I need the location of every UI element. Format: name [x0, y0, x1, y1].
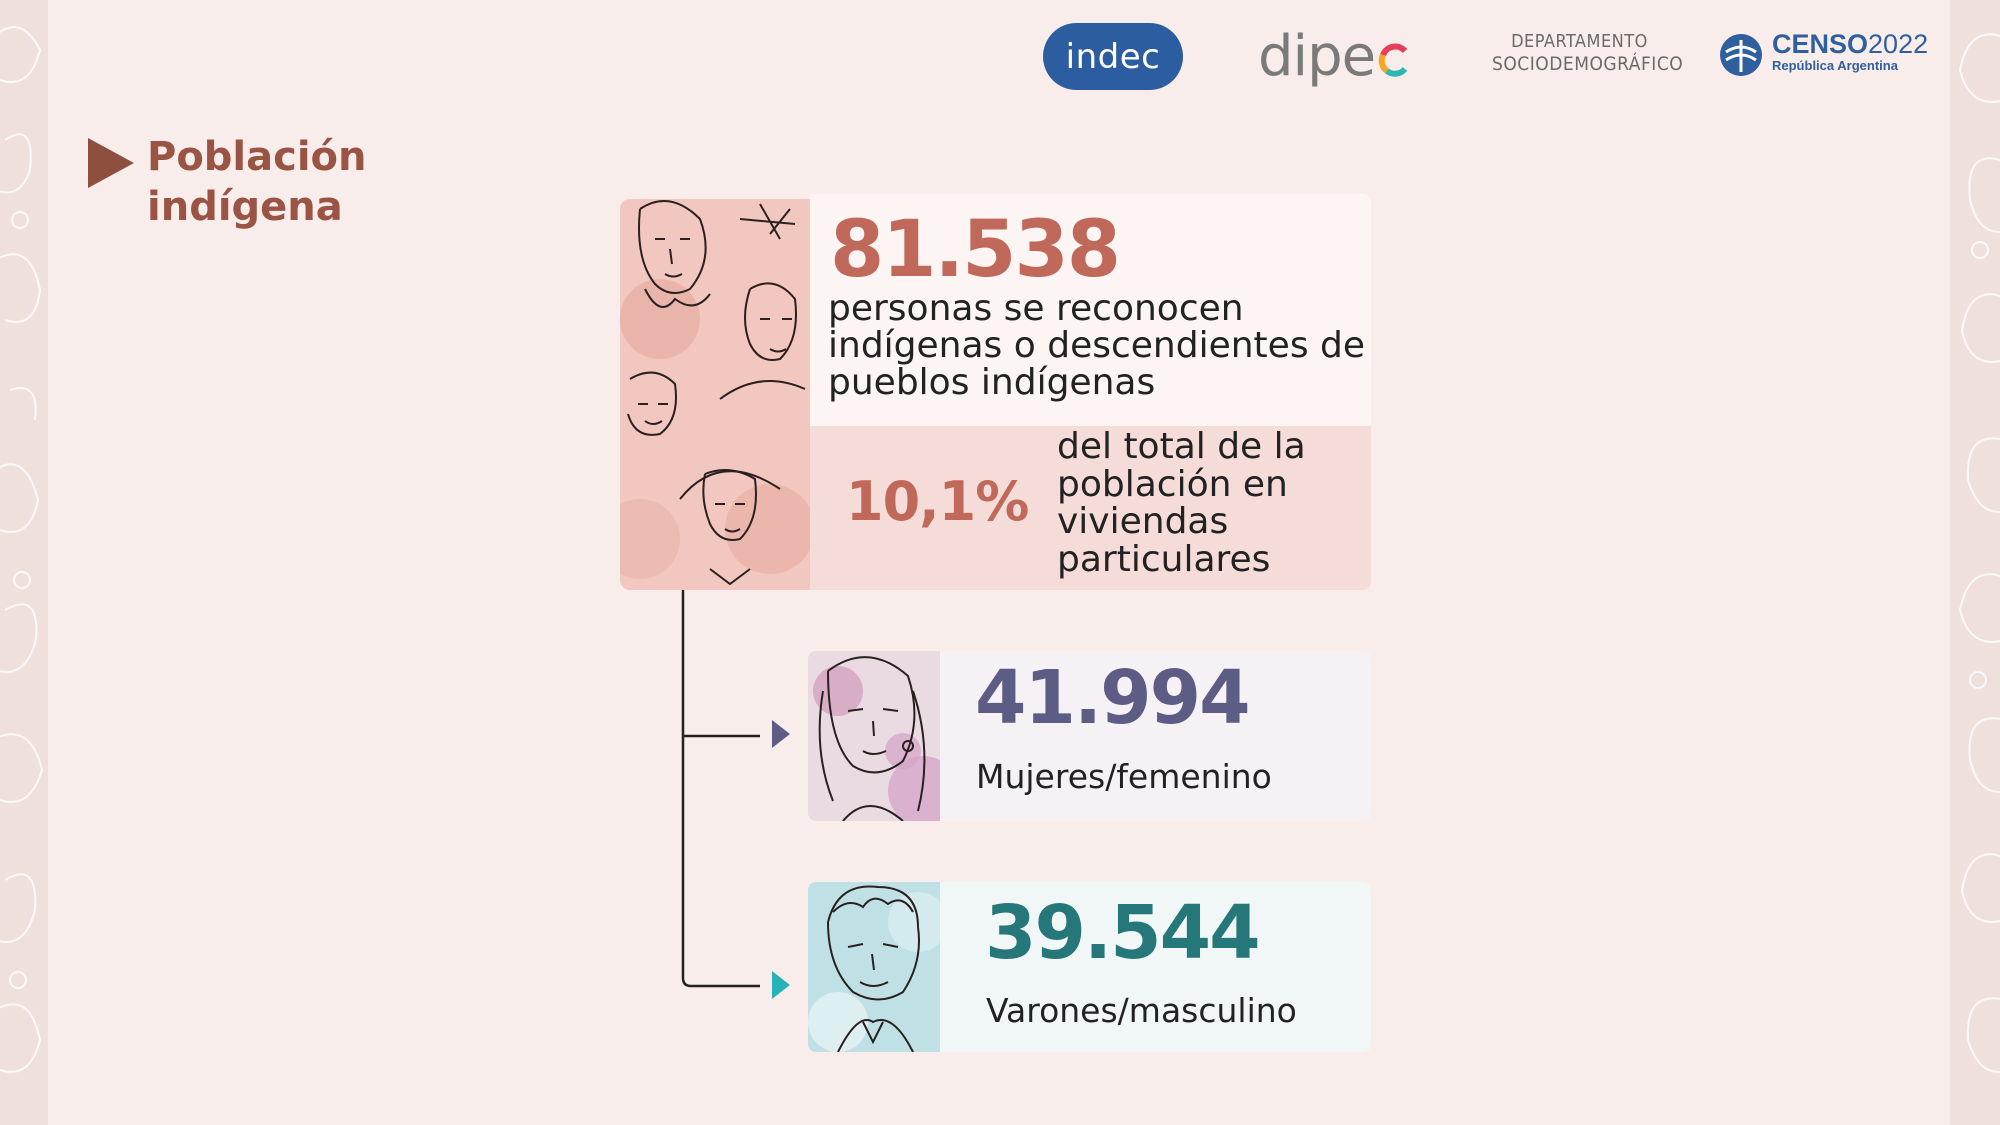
people-illustration [620, 199, 810, 590]
tree-connector [681, 590, 760, 988]
percent-panel [810, 426, 1371, 590]
dipec-logo-text: dipe [1258, 23, 1376, 89]
departamento-line2: SOCIODEMOGRÁFICO [1492, 53, 1684, 75]
censo-year-text: 2022 [1868, 29, 1929, 59]
title-arrow-icon [88, 138, 134, 188]
section-title: Población indígena [147, 134, 367, 230]
men-label: Varones/masculino [986, 991, 1297, 1030]
left-decorative-strip [0, 0, 48, 1125]
man-illustration [808, 882, 940, 1052]
women-label: Mujeres/femenino [976, 757, 1272, 796]
indec-logo: indec [1043, 23, 1183, 90]
total-panel [810, 194, 1371, 426]
total-indigenous-description: personas se reconocen indígenas o descen… [828, 288, 1366, 403]
woman-illustration [808, 651, 940, 821]
men-arrow-icon [772, 971, 790, 999]
percent-description: del total de la población en viviendas p… [1057, 426, 1306, 580]
women-card [940, 651, 1371, 821]
censo-main-text: CENSO [1772, 29, 1869, 59]
departamento-line1: DEPARTAMENTO [1511, 31, 1648, 52]
percent-value: 10,1% [846, 470, 1029, 533]
right-decorative-strip [1950, 0, 2000, 1125]
dipec-logo: dipe [1258, 20, 1411, 92]
dipec-c-icon [1378, 43, 1408, 77]
total-indigenous-value: 81.538 [830, 205, 1121, 295]
censo-sub-text: República Argentina [1772, 58, 1898, 73]
indec-logo-text: indec [1065, 36, 1161, 77]
departamento-sociodemografico-logo: DEPARTAMENTO SOCIODEMOGRÁFICO [1492, 30, 1684, 76]
censo-emblem-icon [1720, 34, 1762, 76]
censo-2022-logo: CENSO2022 República Argentina [1718, 29, 1929, 78]
men-value: 39.544 [985, 890, 1261, 976]
women-arrow-icon [772, 720, 790, 748]
women-value: 41.994 [975, 655, 1251, 741]
men-card [940, 882, 1371, 1052]
